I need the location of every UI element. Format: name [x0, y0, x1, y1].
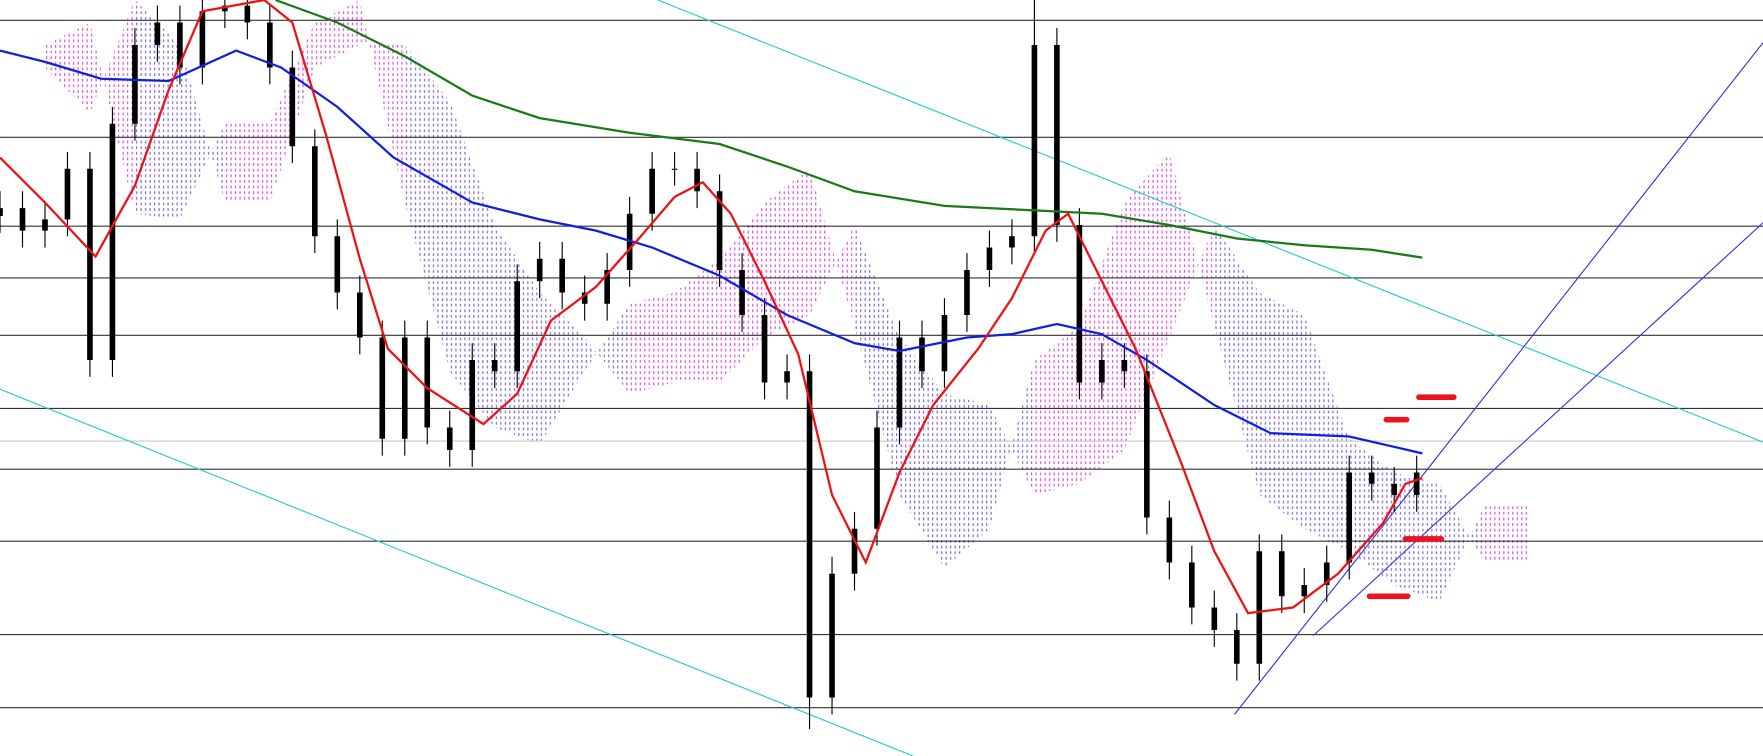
candle-body	[806, 371, 813, 698]
candle-body	[1144, 371, 1150, 518]
candle-body	[222, 5, 228, 12]
ichimoku-cloud	[944, 393, 990, 569]
moving-average	[0, 0, 1423, 615]
candle-body	[1368, 472, 1375, 484]
candle-body	[1189, 562, 1195, 608]
ichimoku-cloud	[1439, 483, 1485, 602]
candle-body	[379, 337, 386, 439]
candle-body	[514, 281, 521, 372]
ichimoku-cloud	[1304, 315, 1350, 552]
candle-body	[649, 168, 655, 214]
candle-body	[784, 371, 790, 383]
candle-body	[19, 208, 26, 231]
ichimoku-cloud	[314, 0, 360, 68]
candle-body	[851, 528, 858, 574]
ichimoku-cloud	[1169, 151, 1215, 338]
candle-body	[177, 22, 183, 68]
candle-body	[1031, 45, 1038, 237]
trendline	[657, 0, 1763, 443]
candle-body	[244, 5, 251, 23]
ichimoku-cloud	[179, 45, 225, 220]
ichimoku-cloud	[809, 168, 855, 327]
candle-body	[1323, 562, 1330, 585]
candle-body	[1391, 483, 1398, 495]
candle-body	[671, 168, 678, 170]
candle-body	[829, 573, 835, 698]
candle-body	[1278, 551, 1285, 597]
ichimoku-cloud	[1484, 506, 1530, 563]
moving-average	[275, 0, 1423, 259]
candle-body	[739, 270, 745, 315]
candle-body	[964, 270, 970, 315]
candle-body	[1009, 236, 1015, 248]
candle-body	[42, 219, 48, 231]
candle-body	[87, 168, 93, 360]
candle-body	[356, 292, 363, 338]
ichimoku-cloud	[1034, 326, 1080, 495]
ichimoku-cloud	[404, 45, 450, 372]
candle-body	[0, 208, 3, 216]
candle-body	[469, 360, 476, 450]
candle-body	[199, 11, 206, 68]
candle-body	[312, 146, 318, 237]
ichimoku-cloud	[134, 0, 180, 220]
ichimoku-cloud	[854, 225, 900, 495]
ichimoku-cloud	[989, 360, 1035, 529]
candle-body	[1301, 585, 1308, 597]
ichimoku-cloud	[764, 168, 810, 338]
moving-average	[0, 49, 1423, 455]
candle-body	[919, 337, 925, 372]
ichimoku-cloud	[1214, 225, 1260, 495]
candle-body	[716, 191, 723, 270]
candle-body	[132, 45, 138, 124]
candle-body	[581, 292, 588, 304]
candle-body	[1346, 472, 1353, 563]
candle-body	[896, 337, 903, 428]
candle-body	[694, 168, 700, 192]
candle-body	[1076, 225, 1083, 383]
candle-body	[154, 22, 161, 45]
ichimoku-cloud	[629, 292, 675, 394]
ichimoku-cloud	[674, 258, 720, 383]
candle-body	[1256, 551, 1263, 664]
candle-body	[761, 315, 768, 383]
candle-body	[986, 247, 993, 270]
candle-body	[559, 258, 565, 293]
trendline	[1312, 222, 1763, 637]
candle-body	[1233, 630, 1240, 664]
candle-body	[401, 337, 408, 439]
candle-body	[1413, 472, 1420, 495]
candle-body	[604, 270, 610, 304]
candle-body	[1166, 517, 1173, 563]
ichimoku-cloud	[899, 337, 945, 569]
candle-body	[109, 123, 116, 360]
candle-body	[874, 427, 880, 529]
ichimoku-cloud	[584, 303, 630, 394]
candle-body	[267, 22, 273, 68]
ichimoku-cloud	[224, 123, 270, 203]
trendline	[0, 388, 914, 756]
candle-body	[64, 168, 71, 220]
ichimoku-cloud	[539, 292, 585, 445]
candle-body	[1099, 360, 1105, 383]
candle-body	[1121, 360, 1128, 372]
candle-body	[446, 427, 453, 450]
trendline	[1234, 42, 1763, 715]
candle-body	[424, 337, 431, 428]
candle-body	[334, 236, 341, 293]
candle-body	[1211, 607, 1218, 630]
candle-body	[491, 360, 498, 372]
ichimoku-cloud	[1259, 292, 1305, 529]
ichimoku-cloud	[449, 101, 495, 428]
candle-body	[289, 67, 296, 147]
candle-body	[536, 258, 543, 282]
candle-body	[1054, 45, 1060, 225]
